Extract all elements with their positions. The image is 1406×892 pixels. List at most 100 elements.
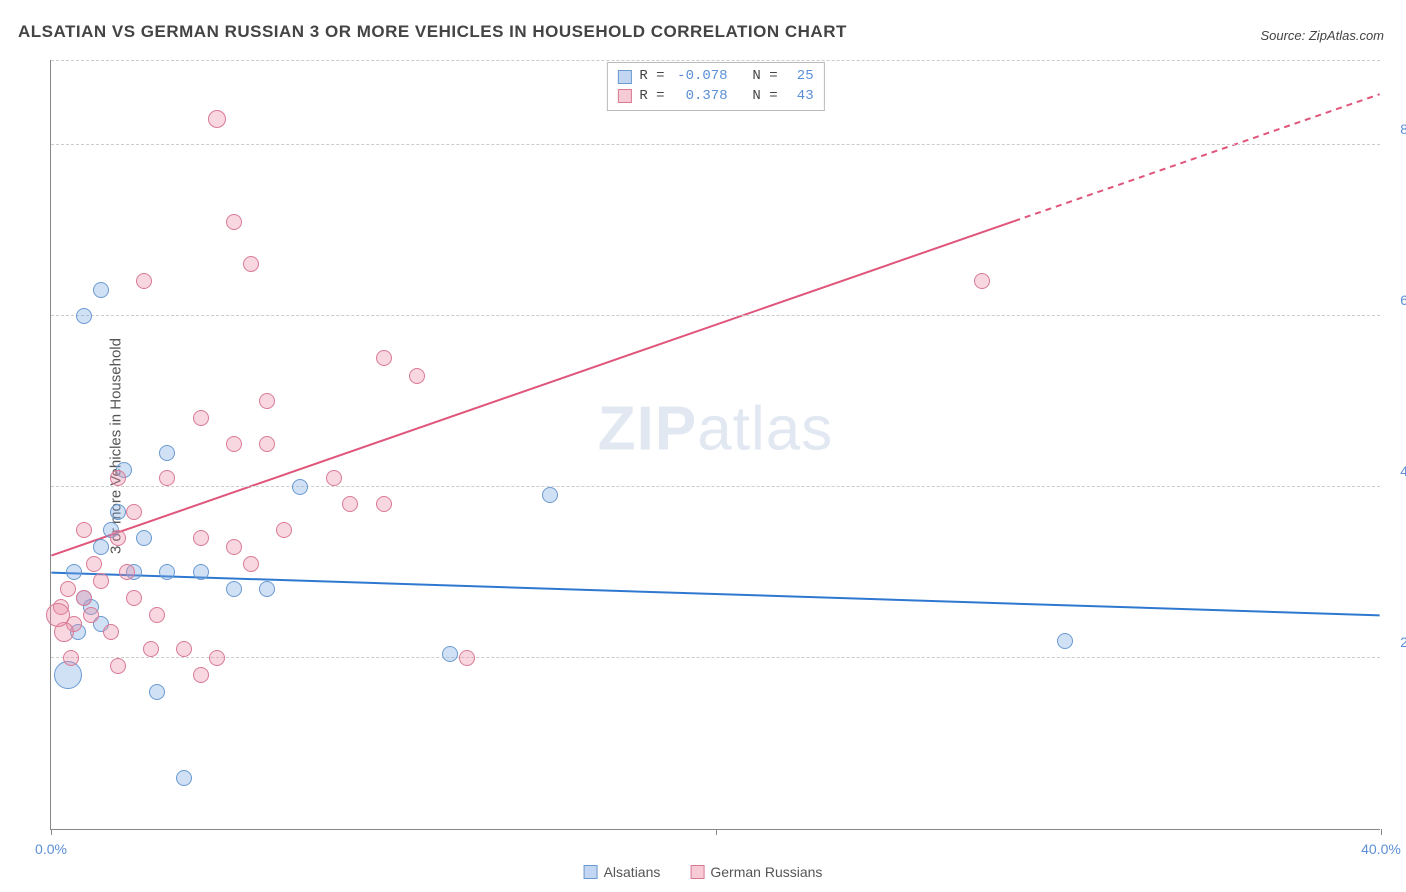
scatter-point (193, 530, 209, 546)
trend-line (51, 573, 1379, 616)
stats-box: R = -0.078 N = 25R = 0.378 N = 43 (606, 62, 824, 111)
gridline-h (51, 486, 1380, 487)
scatter-point (159, 470, 175, 486)
scatter-point (409, 368, 425, 384)
legend-label: Alsatians (604, 864, 661, 880)
xtick-mark (1381, 829, 1382, 835)
scatter-point (136, 530, 152, 546)
scatter-point (159, 445, 175, 461)
scatter-point (110, 504, 126, 520)
scatter-point (259, 581, 275, 597)
scatter-point (93, 539, 109, 555)
ytick-label: 60.0% (1385, 292, 1406, 308)
scatter-point (86, 556, 102, 572)
gridline-h (51, 60, 1380, 61)
scatter-point (1057, 633, 1073, 649)
stats-value: -0.078 (673, 67, 728, 87)
scatter-point (103, 624, 119, 640)
gridline-h (51, 315, 1380, 316)
scatter-point (93, 282, 109, 298)
scatter-point (60, 581, 76, 597)
scatter-point (176, 641, 192, 657)
scatter-point (208, 110, 226, 128)
xtick-label: 0.0% (35, 841, 67, 857)
trend-lines-svg (51, 60, 1380, 829)
scatter-point (176, 770, 192, 786)
stats-label: N = (736, 67, 778, 87)
scatter-point (193, 564, 209, 580)
xtick-mark (51, 829, 52, 835)
scatter-point (376, 350, 392, 366)
scatter-point (76, 590, 92, 606)
scatter-point (376, 496, 392, 512)
gridline-h (51, 657, 1380, 658)
stats-label: R = (639, 67, 664, 87)
stats-label: N = (736, 87, 778, 107)
scatter-point (226, 581, 242, 597)
scatter-point (259, 393, 275, 409)
scatter-point (76, 522, 92, 538)
chart-container: ALSATIAN VS GERMAN RUSSIAN 3 OR MORE VEH… (0, 0, 1406, 892)
stats-row: R = -0.078 N = 25 (617, 67, 813, 87)
scatter-point (143, 641, 159, 657)
xtick-mark (716, 829, 717, 835)
scatter-point (126, 504, 142, 520)
ytick-label: 80.0% (1385, 121, 1406, 137)
scatter-point (442, 646, 458, 662)
scatter-point (542, 487, 558, 503)
scatter-point (119, 564, 135, 580)
scatter-point (226, 539, 242, 555)
legend-item: Alsatians (584, 864, 661, 880)
watermark-atlas: atlas (697, 395, 833, 464)
legend-square-icon (617, 89, 631, 103)
scatter-point (110, 658, 126, 674)
gridline-h (51, 144, 1380, 145)
scatter-point (193, 667, 209, 683)
scatter-point (226, 214, 242, 230)
scatter-point (126, 590, 142, 606)
scatter-point (292, 479, 308, 495)
watermark-zip: ZIP (598, 395, 697, 464)
xtick-label: 40.0% (1361, 841, 1401, 857)
scatter-point (76, 308, 92, 324)
ytick-label: 40.0% (1385, 463, 1406, 479)
scatter-point (974, 273, 990, 289)
plot-area: ZIPatlas R = -0.078 N = 25R = 0.378 N = 43 2… (50, 60, 1380, 830)
legend-square-icon (690, 865, 704, 879)
trend-line (51, 221, 1014, 556)
scatter-point (159, 564, 175, 580)
scatter-point (83, 607, 99, 623)
legend-label: German Russians (710, 864, 822, 880)
chart-title: ALSATIAN VS GERMAN RUSSIAN 3 OR MORE VEH… (18, 22, 847, 42)
legend-item: German Russians (690, 864, 822, 880)
ytick-label: 20.0% (1385, 634, 1406, 650)
scatter-point (66, 564, 82, 580)
trend-line-dashed (1014, 94, 1379, 221)
scatter-point (149, 607, 165, 623)
scatter-point (149, 684, 165, 700)
scatter-point (326, 470, 342, 486)
watermark: ZIPatlas (598, 394, 833, 465)
scatter-point (342, 496, 358, 512)
scatter-point (110, 470, 126, 486)
scatter-point (136, 273, 152, 289)
scatter-point (209, 650, 225, 666)
scatter-point (226, 436, 242, 452)
source-text: Source: ZipAtlas.com (1260, 28, 1384, 43)
stats-row: R =0.378 N =43 (617, 87, 813, 107)
scatter-point (276, 522, 292, 538)
stats-value: 0.378 (673, 87, 728, 107)
legend-square-icon (617, 70, 631, 84)
scatter-point (259, 436, 275, 452)
bottom-legend: Alsatians German Russians (584, 864, 823, 880)
scatter-point (63, 650, 79, 666)
scatter-point (459, 650, 475, 666)
scatter-point (110, 530, 126, 546)
legend-square-icon (584, 865, 598, 879)
scatter-point (243, 256, 259, 272)
scatter-point (93, 573, 109, 589)
scatter-point (243, 556, 259, 572)
scatter-point (193, 410, 209, 426)
stats-value: 43 (786, 87, 814, 107)
stats-value: 25 (786, 67, 814, 87)
